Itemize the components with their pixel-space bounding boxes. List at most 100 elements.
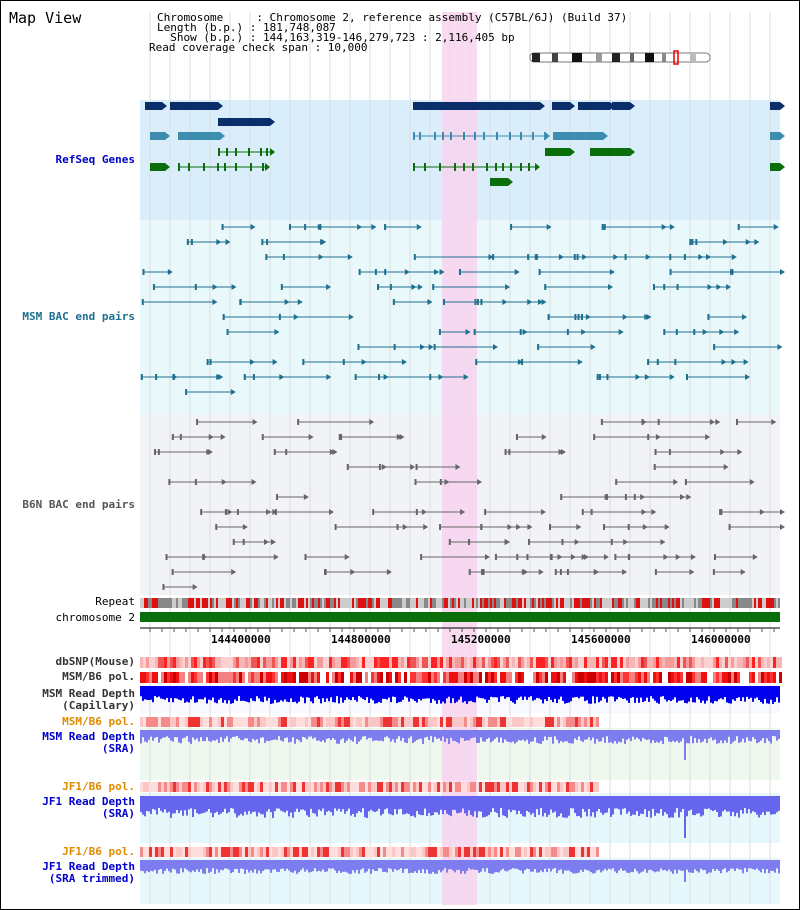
depth-bar: [476, 860, 478, 870]
heat-cell: [512, 717, 515, 727]
repeat-mark: [680, 598, 682, 608]
repeat-mark: [260, 598, 262, 608]
track-label-dbsnp: dbSNP(Mouse): [55, 655, 135, 668]
repeat-mark: [644, 598, 646, 608]
bac-end: [261, 434, 264, 440]
track-label-refseq[interactable]: RefSeq Genes: [55, 153, 135, 166]
depth-bar: [194, 860, 196, 872]
depth-bar: [176, 730, 178, 738]
depth-bar: [388, 686, 390, 698]
heat-cell: [536, 782, 539, 792]
depth-bar: [378, 686, 380, 702]
depth-bar: [746, 730, 748, 738]
depth-bar: [146, 730, 148, 743]
depth-bar: [172, 686, 174, 703]
depth-bar: [274, 730, 276, 740]
heat-cell: [191, 657, 194, 668]
bac-end: [272, 509, 278, 515]
repeat-mark: [516, 598, 518, 608]
depth-bar: [594, 730, 596, 744]
bac-end: [401, 359, 407, 365]
heat-cell: [695, 672, 698, 683]
heat-cell: [320, 717, 323, 727]
depth-bar: [498, 730, 500, 743]
heat-cell: [404, 672, 407, 683]
depth-bar: [314, 796, 316, 814]
depth-bar: [340, 730, 342, 740]
heat-cell: [419, 782, 422, 792]
heat-cell: [605, 672, 608, 683]
depth-bar: [652, 730, 654, 741]
repeat-mark: [522, 598, 524, 608]
heat-cell: [248, 782, 251, 792]
heat-cell: [242, 782, 245, 792]
depth-bar: [434, 796, 436, 813]
heat-cell: [140, 657, 143, 668]
depth-bar: [196, 860, 198, 870]
repeat-mark: [648, 598, 650, 608]
depth-bar: [194, 796, 196, 810]
depth-bar: [590, 730, 592, 741]
bac-end: [279, 374, 285, 380]
depth-bar: [456, 796, 458, 814]
heat-cell: [608, 672, 611, 683]
depth-bar: [322, 730, 324, 741]
depth-bar: [732, 686, 734, 700]
depth-bar: [210, 730, 212, 742]
heat-cell: [362, 657, 365, 668]
depth-bar: [424, 730, 426, 738]
heat-cell: [176, 717, 179, 727]
gene-exon: [150, 163, 165, 171]
repeat-mark: [344, 598, 346, 608]
depth-bar: [678, 730, 680, 743]
repeat-mark: [578, 598, 580, 608]
depth-bar: [340, 796, 342, 812]
depth-bar: [340, 860, 342, 873]
repeat-mark: [662, 598, 664, 608]
repeat-mark: [150, 598, 152, 608]
heat-cell: [308, 847, 311, 857]
depth-bar: [736, 860, 738, 869]
depth-bar: [658, 686, 660, 704]
repeat-mark: [560, 598, 562, 608]
depth-bar: [372, 796, 374, 812]
heat-cell: [464, 657, 467, 668]
depth-bar: [204, 860, 206, 874]
depth-bar: [562, 860, 564, 874]
depth-bar: [308, 796, 310, 817]
depth-bar: [364, 860, 366, 873]
repeat-mark: [392, 598, 394, 608]
depth-bar: [294, 686, 296, 702]
track-label-msm-bac[interactable]: MSM BAC end pairs: [22, 310, 135, 323]
heat-cell: [317, 672, 320, 683]
depth-bar: [680, 796, 682, 812]
depth-bar: [372, 860, 374, 870]
heat-cell: [224, 672, 227, 683]
depth-bar: [488, 730, 490, 738]
depth-bar: [268, 730, 270, 742]
heat-cell: [659, 657, 662, 668]
depth-bar: [250, 686, 252, 699]
bac-end: [689, 239, 692, 245]
gene-exon: [218, 148, 220, 156]
heat-cell: [533, 717, 536, 727]
heat-cell: [239, 657, 242, 668]
gene-exon: [474, 132, 476, 140]
depth-bar: [710, 860, 712, 873]
depth-bar: [542, 686, 544, 704]
heat-cell: [392, 657, 395, 668]
heat-cell: [461, 657, 464, 668]
depth-bar: [316, 686, 318, 697]
bac-end: [338, 434, 341, 440]
repeat-mark: [486, 598, 488, 608]
depth-bar: [206, 796, 208, 812]
track-label-b6n-bac[interactable]: B6N BAC end pairs: [22, 498, 135, 511]
depth-bar: [670, 796, 672, 818]
heat-cell: [170, 672, 173, 683]
depth-bar: [488, 686, 490, 700]
heat-cell: [323, 657, 326, 668]
depth-bar: [586, 686, 588, 701]
depth-bar: [316, 796, 318, 817]
depth-bar: [332, 730, 334, 739]
